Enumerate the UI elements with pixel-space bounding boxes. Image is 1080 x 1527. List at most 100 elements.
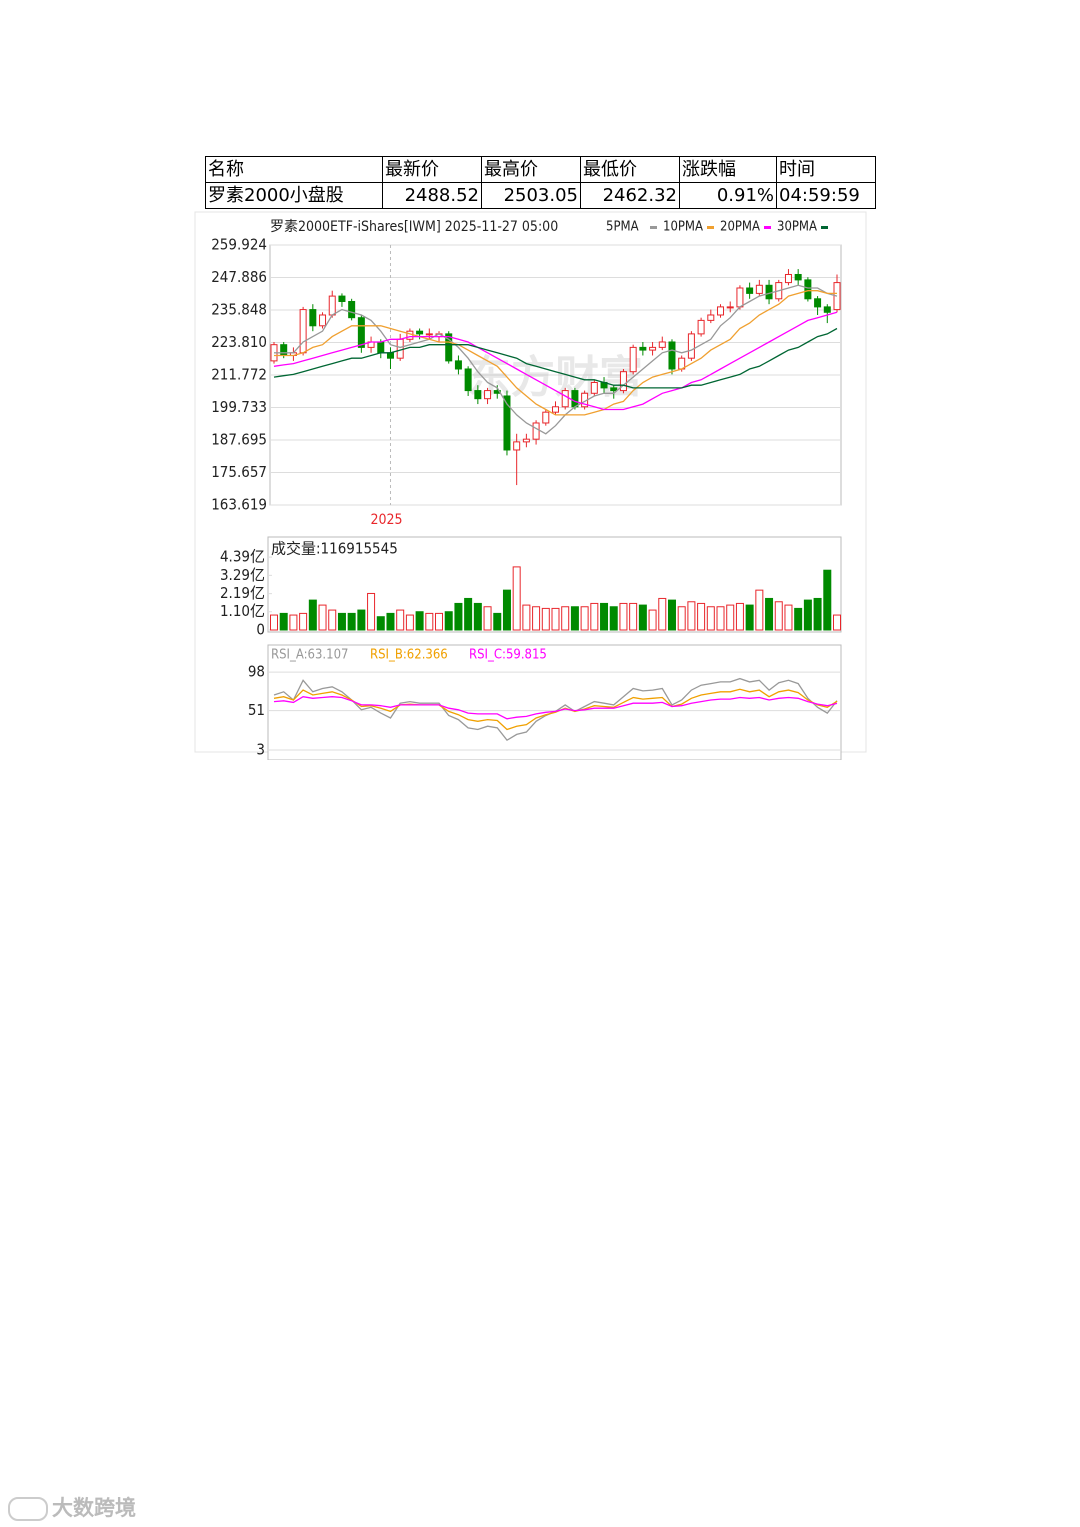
volume-bar xyxy=(755,589,764,631)
candle-body xyxy=(280,344,288,356)
candle-body xyxy=(338,295,346,302)
volume-bar xyxy=(570,606,579,631)
chart-title: 成交量:116915545 xyxy=(271,540,398,558)
candle-body xyxy=(416,330,424,335)
candle-body xyxy=(590,381,598,394)
legend-label: RSI_B:62.366 xyxy=(370,648,448,663)
header-cell: 名称 xyxy=(205,156,383,183)
legend-label: 30PMA xyxy=(777,220,817,235)
volume-bar xyxy=(735,602,744,631)
volume-bar xyxy=(493,612,502,631)
cell: 2488.52 xyxy=(382,182,482,209)
volume-bar xyxy=(289,614,298,631)
y-tick-label: 247.886 xyxy=(211,268,267,286)
series-line xyxy=(274,284,838,435)
volume-bar xyxy=(464,597,473,631)
cell: 04:59:59 xyxy=(776,182,876,209)
candle-body xyxy=(610,387,618,392)
volume-bar xyxy=(551,607,560,631)
volume-bar xyxy=(337,612,346,631)
candle-body xyxy=(552,406,559,413)
cell: 2503.05 xyxy=(481,182,581,209)
volume-bar xyxy=(823,569,832,631)
volume-bar xyxy=(833,614,841,631)
logo-icon xyxy=(8,1497,48,1521)
volume-bar xyxy=(765,597,774,631)
y-tick-label: 175.657 xyxy=(211,463,267,481)
volume-bar xyxy=(590,602,599,631)
y-tick-label: 1.10亿 xyxy=(220,602,265,620)
legend-label: RSI_C:59.815 xyxy=(469,648,547,663)
candle-body xyxy=(357,317,365,348)
candle-body xyxy=(726,306,734,309)
volume-bar xyxy=(600,602,609,631)
candle-body xyxy=(823,306,831,313)
volume-bar xyxy=(580,606,589,631)
volume-bar xyxy=(483,606,492,631)
chart-title: 罗素2000ETF-iShares[IWM] 2025-11-27 05:00 xyxy=(270,219,558,235)
series-line xyxy=(273,696,838,720)
plot-area xyxy=(267,644,842,760)
volume-bar xyxy=(347,612,356,631)
volume-bar xyxy=(386,612,395,631)
volume-bar xyxy=(367,592,376,631)
candle-body xyxy=(513,441,521,451)
candle-body xyxy=(348,300,356,319)
candle-body xyxy=(765,284,773,300)
volume-bar xyxy=(609,606,618,631)
volume-bar xyxy=(415,611,424,631)
candle-body xyxy=(464,368,472,392)
y-tick-label: 98 xyxy=(248,663,265,681)
legend-label: RSI_A:63.107 xyxy=(271,648,348,663)
candle-body xyxy=(299,309,307,354)
volume-bar xyxy=(396,609,405,631)
candle-body xyxy=(804,279,812,300)
volume-bar xyxy=(405,614,414,631)
candle-body xyxy=(746,287,754,294)
watermark: 东方财富 xyxy=(467,352,643,403)
volume-bar xyxy=(745,604,754,631)
y-tick-label: 199.733 xyxy=(211,398,267,416)
candle-body xyxy=(629,346,637,373)
candle-body xyxy=(454,360,462,370)
volume-bar xyxy=(726,604,735,631)
candle-body xyxy=(639,346,647,351)
candle-body xyxy=(814,298,822,308)
cell: 2462.32 xyxy=(580,182,680,209)
candle-body xyxy=(386,352,394,359)
volume-bar xyxy=(658,597,667,631)
candle-body xyxy=(328,295,336,316)
volume-bar xyxy=(502,589,511,631)
candle-body xyxy=(619,371,627,392)
y-tick-label: 51 xyxy=(248,701,265,719)
candle-body xyxy=(396,338,404,359)
volume-bar xyxy=(425,612,434,631)
series-line xyxy=(273,327,838,389)
candle-body xyxy=(571,390,579,408)
volume-bar xyxy=(706,606,715,631)
quote-table: 名称 最新价 最高价 最低价 涨跌幅 时间 罗素2000小盘股 2488.52 … xyxy=(205,156,876,209)
candle-body xyxy=(532,422,540,440)
y-tick-label: 3 xyxy=(256,741,265,759)
candle-body xyxy=(697,319,705,335)
volume-bar xyxy=(638,604,647,631)
footer-logo: 大数跨境 xyxy=(8,1492,136,1522)
y-tick-label: 223.810 xyxy=(211,333,267,351)
volume-bar xyxy=(794,607,803,631)
candle-body xyxy=(503,395,511,451)
volume-bar xyxy=(357,609,366,631)
y-tick-label: 2.19亿 xyxy=(220,584,265,602)
candle-body xyxy=(377,341,385,354)
candle-body xyxy=(542,411,550,424)
volume-bar xyxy=(541,607,550,631)
header-cell: 时间 xyxy=(776,156,876,183)
candle-body xyxy=(668,341,676,370)
volume-bar xyxy=(328,609,337,631)
series-line xyxy=(273,688,838,731)
candle-body xyxy=(717,306,725,316)
volume-bar xyxy=(629,602,638,631)
y-tick-label: 0 xyxy=(256,621,265,639)
volume-bar xyxy=(299,612,308,631)
volume-bar xyxy=(784,604,793,631)
